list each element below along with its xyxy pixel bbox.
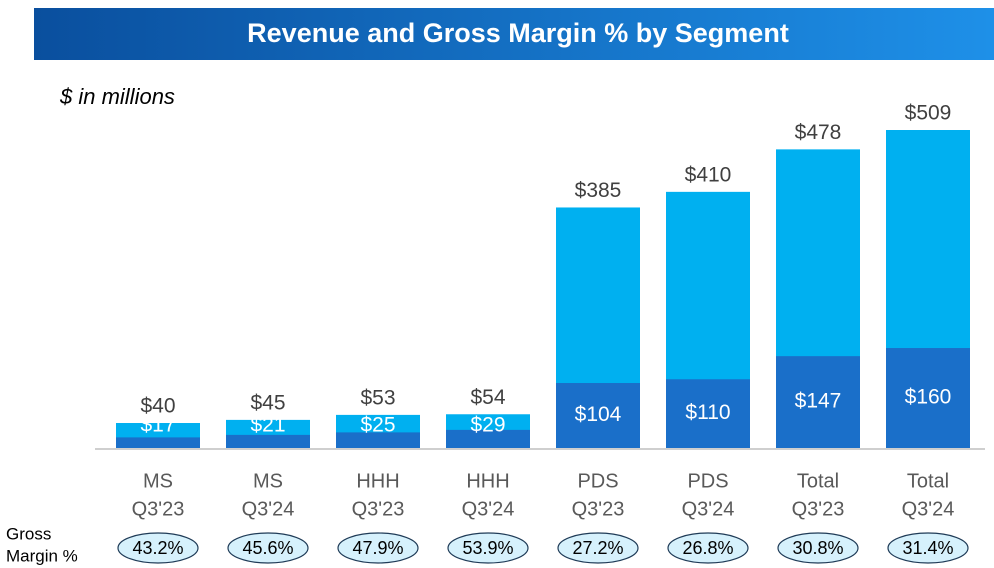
margin-value: 26.8% [682,538,733,558]
chart-title: Revenue and Gross Margin % by Segment [247,18,789,48]
x-tick-label: PDS [687,470,728,492]
x-tick-label: Total [797,470,839,492]
margin-value: 30.8% [792,538,843,558]
total-label: $54 [470,386,505,409]
bar [886,348,970,448]
x-tick-label: Q3'24 [902,498,955,520]
x-tick-label: Q3'23 [352,498,405,520]
total-label: $385 [575,179,622,202]
x-tick-label: Q3'23 [572,498,625,520]
x-tick-label: Q3'24 [242,498,295,520]
bar [776,356,860,448]
bar [666,379,750,448]
total-label: $509 [905,102,952,125]
bar-label: $17 [140,414,175,437]
x-tick-label: MS [253,470,283,492]
margin-badge [447,532,529,564]
title-banner [34,8,994,60]
total-label: $40 [140,395,175,418]
bar [116,437,200,448]
subtitle: $ in millions [59,84,175,109]
margin-label: Margin % [6,546,78,565]
total-label: $478 [795,121,842,144]
x-tick-label: PDS [577,470,618,492]
margin-value: 53.9% [462,538,513,558]
bar-label: $29 [470,414,505,437]
margin-value: 45.6% [242,538,293,558]
bar [226,434,310,448]
margin-badge [227,532,309,564]
margin-badge [777,532,859,564]
x-tick-label: Total [907,470,949,492]
bar-label: $25 [360,414,395,437]
x-tick-label: Q3'23 [132,498,185,520]
margin-value: 31.4% [902,538,953,558]
x-tick-label: Q3'24 [462,498,515,520]
bar-label: $147 [795,390,842,413]
bar-label: $160 [905,386,952,409]
x-tick-label: Q3'24 [682,498,735,520]
bar-label: $21 [250,414,285,437]
bar-label: $104 [575,403,622,426]
x-tick-label: MS [143,470,173,492]
x-tick-label: HHH [356,470,399,492]
bar [556,383,640,448]
margin-badge [887,532,969,564]
x-tick-label: HHH [466,470,509,492]
margin-badge [667,532,749,564]
bar [336,432,420,448]
margin-label: Gross [6,524,51,543]
bar-label: $110 [685,401,730,424]
margin-badge [117,532,199,564]
margin-badge [337,532,419,564]
margin-badge [557,532,639,564]
margin-value: 43.2% [132,538,183,558]
total-label: $410 [685,163,732,186]
x-tick-label: Q3'23 [792,498,845,520]
margin-value: 27.2% [572,538,623,558]
total-label: $45 [250,391,285,414]
total-label: $53 [360,386,395,409]
bar [446,429,530,448]
margin-value: 47.9% [352,538,403,558]
